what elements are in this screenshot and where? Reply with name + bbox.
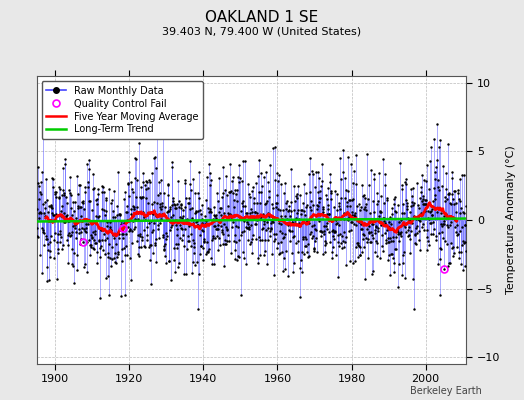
Text: 39.403 N, 79.400 W (United States): 39.403 N, 79.400 W (United States) <box>162 26 362 36</box>
Text: Berkeley Earth: Berkeley Earth <box>410 386 482 396</box>
Legend: Raw Monthly Data, Quality Control Fail, Five Year Moving Average, Long-Term Tren: Raw Monthly Data, Quality Control Fail, … <box>41 81 203 139</box>
Y-axis label: Temperature Anomaly (°C): Temperature Anomaly (°C) <box>506 146 516 294</box>
Text: OAKLAND 1 SE: OAKLAND 1 SE <box>205 10 319 25</box>
